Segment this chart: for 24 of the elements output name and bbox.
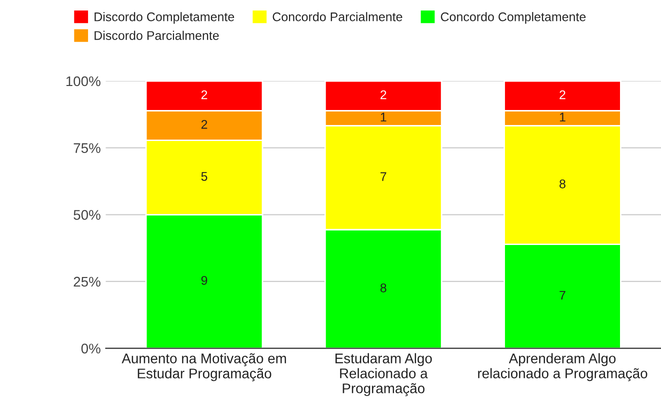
y-tick-label: 100% bbox=[66, 76, 100, 86]
x-tick-label: Aumento na Motivação em Estudar Programação bbox=[122, 353, 286, 382]
annotation: 2 bbox=[201, 120, 208, 129]
y-tick-label: 50% bbox=[74, 210, 100, 220]
annotation: 7 bbox=[560, 290, 566, 300]
annotation: 9 bbox=[201, 276, 208, 285]
legend-label: Concordo Completamente bbox=[440, 12, 586, 24]
annotation: 8 bbox=[380, 283, 386, 292]
legend-label: Concordo Parcialmente bbox=[272, 12, 402, 22]
annotation: 2 bbox=[560, 90, 566, 100]
annotation: 1 bbox=[560, 112, 566, 122]
x-tick-label: Estudaram Algo Relacionado a Programação bbox=[335, 353, 432, 396]
annotation: 8 bbox=[560, 179, 566, 188]
annotation: 7 bbox=[380, 172, 386, 181]
annotation: 1 bbox=[380, 112, 386, 122]
y-tick-label: 0% bbox=[81, 344, 100, 354]
annotation: 5 bbox=[201, 172, 208, 181]
annotation: 2 bbox=[380, 90, 386, 100]
legend-label: Discordo Parcialmente bbox=[94, 30, 219, 40]
annotation: 2 bbox=[201, 90, 208, 100]
x-tick-label: Aprenderam Algo relacionado a Programação bbox=[478, 353, 648, 382]
y-tick-label: 25% bbox=[74, 276, 100, 287]
y-tick-label: 75% bbox=[74, 143, 100, 153]
legend-label: Discordo Completamente bbox=[94, 12, 234, 24]
